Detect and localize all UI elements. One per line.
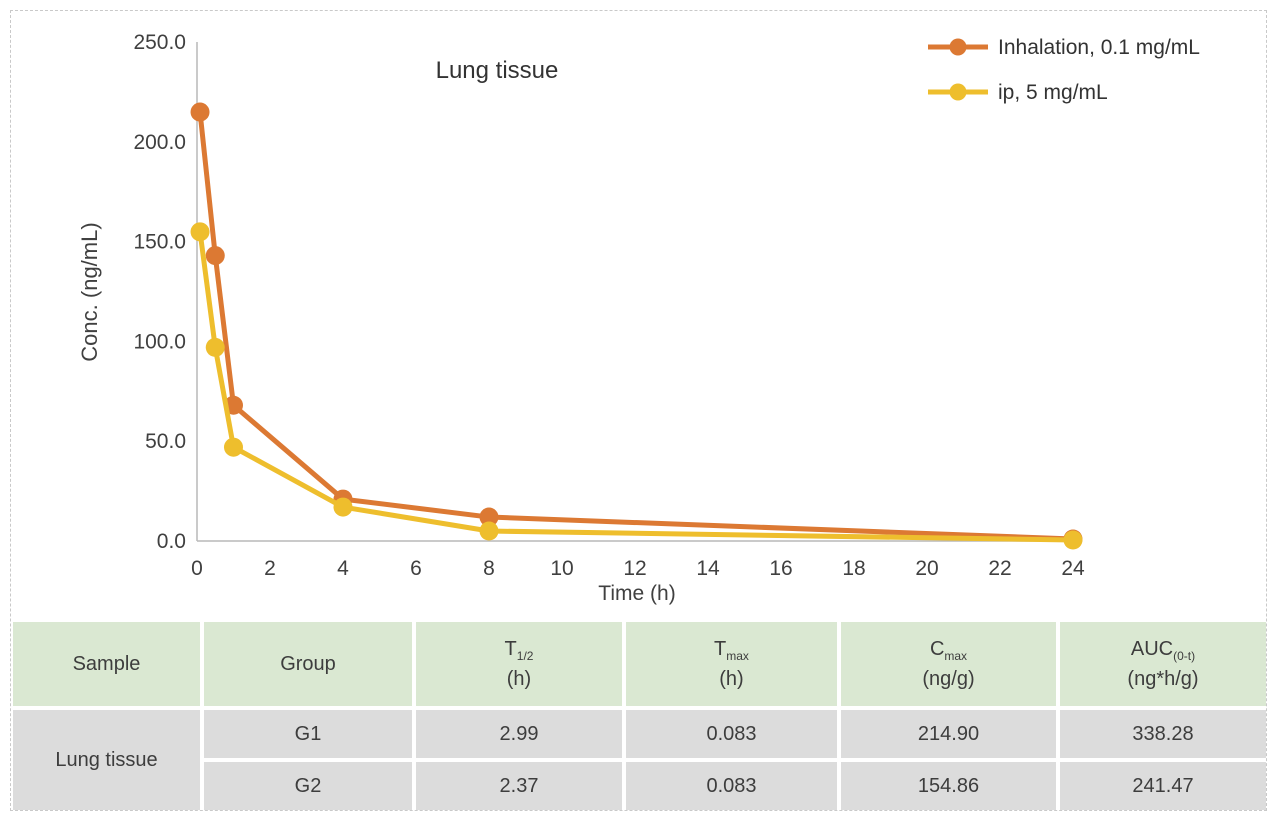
table-row-g2-t-max: 0.083 xyxy=(626,762,837,810)
x-tick-label: 22 xyxy=(988,557,1011,580)
header-label: Tmax xyxy=(714,638,749,663)
table-header-t-max: Tmax (h) xyxy=(626,622,837,706)
table-header-t-half: T1/2 (h) xyxy=(416,622,622,706)
dashed-border-frame xyxy=(10,10,1267,811)
header-label: T1/2 xyxy=(504,638,534,663)
header-unit: (ng/g) xyxy=(922,668,975,690)
x-tick-label: 18 xyxy=(842,557,865,580)
y-tick-label: 0.0 xyxy=(157,530,186,553)
table-header-c-max: Cmax (ng/g) xyxy=(841,622,1056,706)
x-axis-label: Time (h) xyxy=(598,582,675,605)
y-tick-label: 150.0 xyxy=(133,231,186,254)
series-point xyxy=(224,437,243,457)
series-point xyxy=(205,246,225,266)
header-label: Cmax xyxy=(929,638,968,663)
table-row-g2-auc: 241.47 xyxy=(1060,762,1266,810)
x-tick-label: 16 xyxy=(769,557,792,580)
x-tick-label: 0 xyxy=(191,557,203,580)
series-point xyxy=(479,521,499,541)
table-row-g2-c-max: 154.86 xyxy=(841,762,1056,810)
table-header-auc: AUC(0-t) (ng*h/g) xyxy=(1060,622,1266,706)
series-line-1 xyxy=(197,229,1076,543)
series-point xyxy=(1063,530,1083,550)
x-tick-label: 14 xyxy=(696,557,720,580)
table-row-g1-t-half: 2.99 xyxy=(416,710,622,758)
chart-title: Lung tissue xyxy=(436,57,559,84)
header-label: AUC(0-t) xyxy=(1130,638,1196,663)
table-header-sample: Sample xyxy=(13,622,200,706)
y-tick-label: 250.0 xyxy=(133,31,186,54)
series-point xyxy=(190,222,210,242)
legend-swatch-marker xyxy=(949,38,967,56)
legend-label: ip, 5 mg/mL xyxy=(998,81,1108,104)
pk-parameters-table: Sample Group T1/2 (h) Tmax (h) Cmax (ng/… xyxy=(13,622,1266,810)
x-tick-label: 20 xyxy=(915,557,938,580)
table-row-g2-group: G2 xyxy=(204,762,412,810)
table-row-g1-t-max: 0.083 xyxy=(626,710,837,758)
legend-label: Inhalation, 0.1 mg/mL xyxy=(998,36,1200,59)
series-point xyxy=(479,507,499,527)
series-point xyxy=(205,337,225,357)
table-row-g1-c-max: 214.90 xyxy=(841,710,1056,758)
table-row-g2-t-half: 2.37 xyxy=(416,762,622,810)
y-tick-label: 200.0 xyxy=(133,131,186,154)
x-tick-label: 2 xyxy=(264,557,276,580)
y-tick-label: 100.0 xyxy=(133,330,186,353)
x-tick-label: 24 xyxy=(1061,557,1085,580)
x-tick-label: 6 xyxy=(410,557,422,580)
sample-label: Lung tissue xyxy=(55,749,158,771)
x-tick-label: 10 xyxy=(550,557,573,580)
table-cell-sample: Lung tissue xyxy=(13,710,200,810)
header-unit: (h) xyxy=(719,668,744,690)
table-header-group: Group xyxy=(204,622,412,706)
x-tick-label: 12 xyxy=(623,557,646,580)
legend-swatch-marker xyxy=(949,83,967,101)
header-unit: (ng*h/g) xyxy=(1127,668,1199,690)
series-point xyxy=(190,102,210,122)
series-line-0 xyxy=(197,109,1076,542)
table-row-g1-auc: 338.28 xyxy=(1060,710,1266,758)
x-tick-label: 4 xyxy=(337,557,349,580)
y-axis-label: Conc. (ng/mL) xyxy=(77,222,102,361)
y-tick-label: 50.0 xyxy=(145,430,186,453)
header-label: Sample xyxy=(72,653,141,675)
table-row-g1-group: G1 xyxy=(204,710,412,758)
series-point xyxy=(333,497,353,517)
concentration-time-chart: 0.0 50.0 100.0 150.0 200.0 250.0 0 2 4 6 8 10 12 14 16… xyxy=(77,31,1200,605)
header-label: Group xyxy=(280,653,336,675)
x-tick-label: 8 xyxy=(483,557,495,580)
header-unit: (h) xyxy=(506,668,532,690)
